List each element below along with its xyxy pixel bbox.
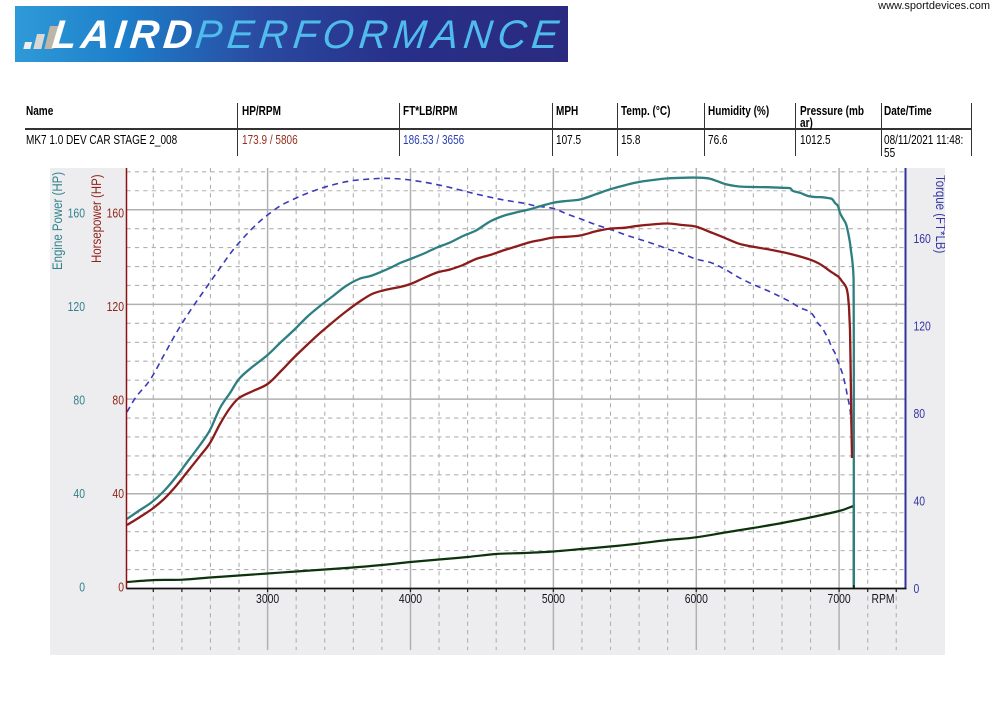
svg-text:120: 120: [107, 300, 125, 314]
svg-text:3000: 3000: [256, 592, 280, 606]
svg-text:120: 120: [914, 319, 932, 333]
svg-text:Torque (FT*LB): Torque (FT*LB): [933, 175, 945, 253]
svg-text:5000: 5000: [542, 592, 566, 606]
svg-text:Engine Power (HP): Engine Power (HP): [50, 172, 65, 270]
svg-text:RPM: RPM: [871, 592, 894, 606]
svg-text:40: 40: [112, 487, 124, 501]
svg-text:80: 80: [73, 393, 85, 407]
svg-text:40: 40: [914, 494, 926, 508]
svg-text:160: 160: [914, 232, 932, 246]
svg-text:120: 120: [68, 300, 86, 314]
svg-text:0: 0: [79, 580, 85, 594]
svg-text:40: 40: [73, 487, 85, 501]
svg-text:LAIRD: LAIRD: [50, 13, 199, 57]
svg-text:4000: 4000: [399, 592, 423, 606]
svg-text:PERFORMANCE: PERFORMANCE: [193, 13, 566, 57]
svg-text:80: 80: [914, 407, 926, 421]
svg-text:80: 80: [112, 393, 124, 407]
svg-text:160: 160: [68, 206, 86, 220]
svg-text:6000: 6000: [685, 592, 709, 606]
svg-text:160: 160: [107, 206, 125, 220]
svg-text:0: 0: [914, 582, 920, 596]
svg-text:7000: 7000: [828, 592, 852, 606]
svg-text:Horsepower (HP): Horsepower (HP): [89, 174, 104, 263]
svg-text:0: 0: [118, 580, 124, 594]
